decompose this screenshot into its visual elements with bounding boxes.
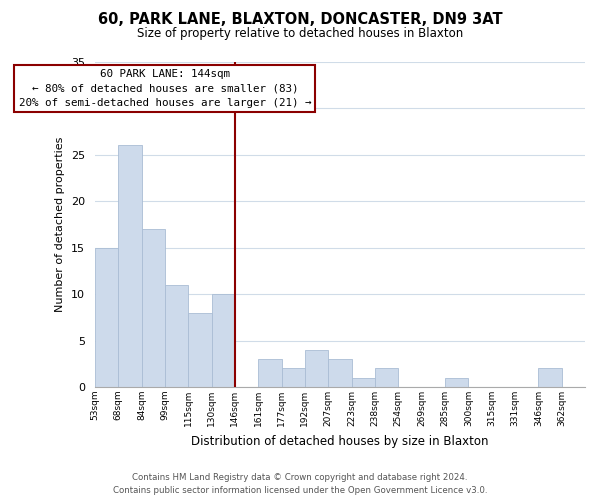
Bar	[328, 359, 352, 387]
Bar	[95, 248, 118, 387]
Text: Contains HM Land Registry data © Crown copyright and database right 2024.
Contai: Contains HM Land Registry data © Crown c…	[113, 473, 487, 495]
Bar	[118, 145, 142, 387]
Bar	[352, 378, 375, 387]
Bar	[281, 368, 305, 387]
Bar	[142, 229, 165, 387]
Text: Size of property relative to detached houses in Blaxton: Size of property relative to detached ho…	[137, 28, 463, 40]
Bar	[258, 359, 281, 387]
Bar	[445, 378, 468, 387]
Bar	[375, 368, 398, 387]
Y-axis label: Number of detached properties: Number of detached properties	[55, 136, 65, 312]
Bar	[538, 368, 562, 387]
X-axis label: Distribution of detached houses by size in Blaxton: Distribution of detached houses by size …	[191, 434, 488, 448]
Bar	[188, 312, 212, 387]
Bar	[305, 350, 328, 387]
Text: 60 PARK LANE: 144sqm
← 80% of detached houses are smaller (83)
20% of semi-detac: 60 PARK LANE: 144sqm ← 80% of detached h…	[19, 69, 311, 108]
Bar	[212, 294, 235, 387]
Text: 60, PARK LANE, BLAXTON, DONCASTER, DN9 3AT: 60, PARK LANE, BLAXTON, DONCASTER, DN9 3…	[98, 12, 502, 28]
Bar	[165, 284, 188, 387]
